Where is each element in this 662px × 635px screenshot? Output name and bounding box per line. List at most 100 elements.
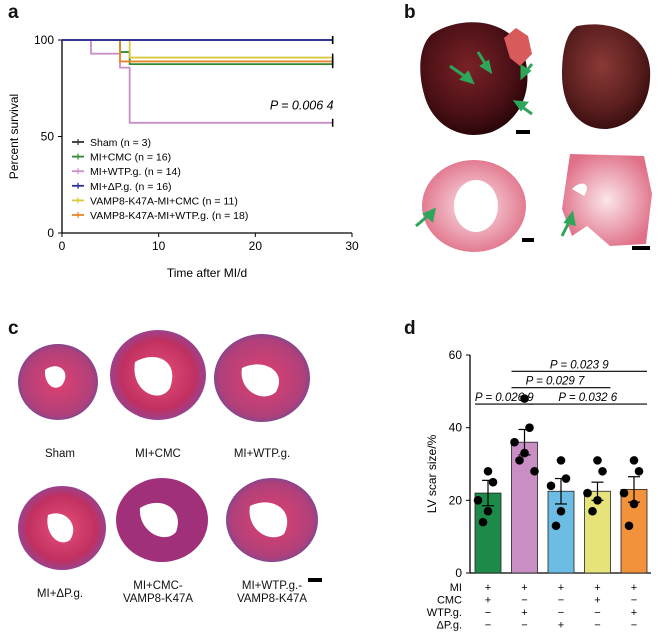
data-point — [510, 437, 519, 447]
data-point — [520, 448, 529, 458]
condition-value: − — [594, 607, 600, 619]
data-point — [619, 488, 629, 498]
section-mi-cmc-vamp8 — [116, 478, 208, 562]
section-mi-dpg — [18, 486, 106, 570]
condition-row-label: WTP.g. — [427, 607, 462, 619]
data-point — [593, 456, 602, 465]
section-arrows — [415, 207, 576, 237]
bar — [547, 490, 575, 574]
infarcted-heart-photo — [420, 22, 528, 135]
panel-letter-c: c — [8, 318, 19, 339]
condition-value: − — [485, 607, 491, 619]
x-tick-label: 10 — [152, 239, 166, 253]
comparison-label: P = 0.032 6 — [558, 392, 617, 404]
condition-value: − — [631, 595, 637, 607]
condition-value: + — [594, 582, 600, 594]
data-point — [483, 506, 493, 516]
comparison-label: P = 0.023 9 — [550, 359, 609, 371]
x-tick-label: 0 — [59, 239, 66, 253]
scale-bar — [516, 130, 530, 134]
caption-mi-cmc-vamp8: MI+CMC- VAMP8-K47A — [122, 580, 194, 605]
data-point — [520, 394, 529, 403]
bar — [511, 441, 538, 574]
caption-sham: Sham — [44, 448, 76, 460]
data-point — [593, 496, 602, 505]
y-tick-label: 40 — [449, 421, 463, 435]
section-sham — [18, 344, 98, 420]
y-tick-label: 0 — [47, 226, 54, 240]
caption-mi-cmc: MI+CMC — [135, 448, 181, 460]
data-point — [551, 521, 561, 531]
survival-chart: 0 10 20 30 0 50 100 Time after MI/d Percent surv… — [7, 33, 359, 280]
data-point — [634, 466, 644, 476]
legend-label: VAMP8-K47A-MI+CMC (n = 11) — [90, 195, 238, 207]
y-tick-label: 60 — [449, 348, 463, 362]
condition-value: + — [485, 595, 491, 607]
section-mi-wtpg — [214, 334, 310, 422]
condition-value: + — [594, 595, 600, 607]
section-mi-wtpg-vamp8 — [226, 478, 318, 562]
condition-value: − — [521, 620, 527, 632]
panel-letter-d: d — [404, 318, 416, 339]
condition-value: − — [631, 620, 637, 632]
legend-label: MI+WTP.g. (n = 14) — [90, 166, 181, 178]
p-value-annotation: P = 0.006 4 — [270, 98, 334, 112]
data-point — [561, 474, 571, 483]
data-point — [629, 456, 639, 465]
section-mi-cmc — [110, 330, 206, 420]
heart-sections-panel — [18, 330, 322, 582]
condition-value: + — [631, 607, 637, 619]
y-axis-label: Percent survival — [7, 94, 21, 179]
control-heart-photo — [562, 24, 651, 130]
x-tick-label: 20 — [249, 239, 263, 253]
survival-curve — [62, 39, 333, 59]
condition-value: + — [631, 582, 637, 594]
x-tick-label: 30 — [345, 239, 359, 253]
data-point — [598, 466, 607, 476]
data-point — [556, 456, 566, 465]
data-point — [556, 506, 566, 516]
y-tick-label: 100 — [34, 33, 54, 47]
condition-value: + — [558, 620, 564, 632]
data-point — [483, 466, 493, 476]
condition-row-label: CMC — [437, 595, 462, 607]
scale-bar — [308, 578, 322, 582]
legend-label: VAMP8-K47A-MI+WTP.g. (n = 18) — [90, 210, 248, 222]
data-point — [583, 488, 592, 498]
scar-size-chart: 0 20 40 60 LV scar size/% P = 0.023 9 P = 0.02… — [425, 348, 651, 632]
panel-letter-a: a — [8, 2, 19, 23]
condition-value: + — [521, 607, 527, 619]
condition-value: + — [521, 582, 527, 594]
condition-value: + — [558, 582, 564, 594]
y-tick-label: 20 — [449, 493, 463, 507]
infarct-arrows — [449, 51, 534, 116]
condition-value: − — [485, 620, 491, 632]
legend-label: MI+CMC (n = 16) — [90, 152, 171, 164]
data-point — [515, 456, 524, 465]
bar — [584, 490, 611, 574]
data-point — [473, 496, 483, 505]
data-point — [546, 481, 556, 491]
data-point — [488, 477, 498, 487]
data-point — [588, 506, 597, 516]
heart-photos-panel — [415, 22, 652, 252]
comparison-label: P = 0.026 9 — [475, 392, 534, 404]
condition-value: − — [521, 595, 527, 607]
control-section-photo — [562, 154, 652, 246]
survival-curve — [62, 39, 333, 66]
panel-letter-b: b — [404, 2, 416, 23]
condition-value: − — [558, 607, 564, 619]
data-point — [629, 499, 639, 509]
legend-label: MI+ΔP.g. (n = 16) — [90, 181, 172, 193]
data-point — [624, 521, 634, 531]
y-tick-label: 0 — [455, 566, 462, 580]
condition-row-label: MI — [450, 582, 462, 594]
caption-mi-wtpg-vamp8: MI+WTP.g.- VAMP8-K47A — [236, 580, 308, 605]
bar — [474, 492, 502, 574]
caption-mi-dpg: MI+ΔP.g. — [36, 588, 84, 600]
condition-value: − — [594, 620, 600, 632]
y-axis-label: LV scar size/% — [425, 434, 439, 513]
condition-value: − — [558, 595, 564, 607]
atrial-tissue — [504, 28, 532, 66]
y-tick-label: 50 — [41, 130, 55, 144]
